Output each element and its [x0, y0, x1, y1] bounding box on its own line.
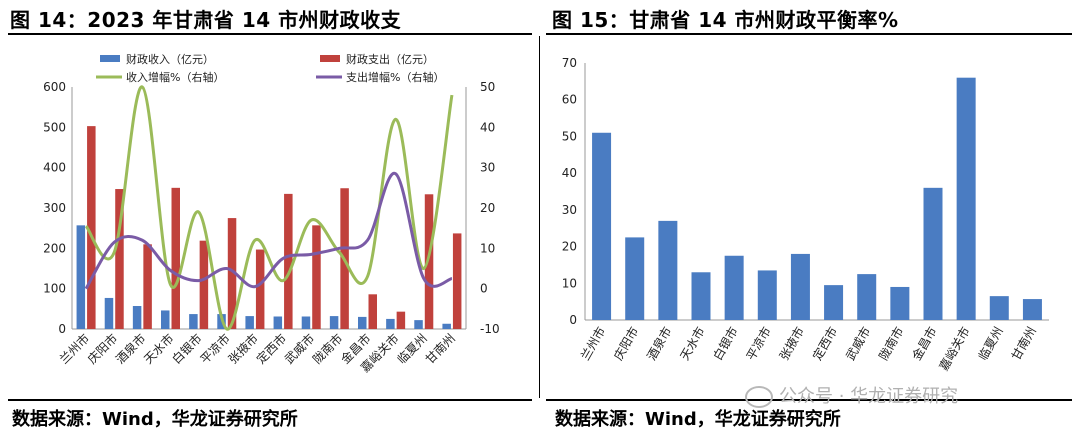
- x-category-label: 天水市: [677, 324, 708, 363]
- y-tick-label: 50: [562, 129, 577, 143]
- right-y-tick-label: 0: [480, 282, 488, 296]
- balance-bar: [592, 132, 612, 320]
- x-category-label: 嘉峪关市: [936, 324, 973, 373]
- left-title-rule: [8, 33, 532, 35]
- left-chart-title: 图 14：2023 年甘肃省 14 市州财政收支: [10, 8, 402, 32]
- legend-label: 收入增幅%（右轴）: [126, 70, 224, 84]
- wechat-icon: [745, 386, 773, 408]
- y-tick-label: 30: [562, 203, 577, 217]
- revenue-bar: [104, 297, 114, 329]
- right-title-rule: [546, 33, 1072, 35]
- left-y-tick-label: 400: [43, 161, 66, 175]
- x-category-label: 张掖市: [776, 324, 807, 363]
- balance-bar: [658, 220, 678, 320]
- left-y-tick-label: 100: [43, 282, 66, 296]
- right-y-tick-label: 40: [480, 120, 495, 134]
- left-y-tick-label: 200: [43, 241, 66, 255]
- expenditure-bar: [452, 233, 462, 329]
- watermark-text: 公众号 · 华龙证券研究: [779, 386, 959, 407]
- revenue-bar: [301, 316, 311, 329]
- left-source: 数据来源：Wind，华龙证券研究所: [12, 409, 298, 430]
- expenditure-bar: [368, 294, 377, 329]
- balance-bar: [956, 77, 976, 320]
- expenditure-growth-line: [84, 172, 453, 290]
- revenue-bar: [358, 316, 367, 329]
- balance-bar: [824, 285, 844, 320]
- y-tick-label: 40: [562, 166, 577, 180]
- balance-bar: [625, 237, 645, 320]
- balance-bar: [923, 187, 943, 320]
- revenue-bar: [414, 320, 423, 329]
- legend-swatch: [320, 55, 340, 62]
- right-y-tick-label: 50: [480, 80, 495, 94]
- revenue-bar: [76, 225, 86, 329]
- legend-label: 支出增幅%（右轴）: [346, 70, 444, 84]
- right-y-tick-label: -10: [480, 322, 500, 336]
- revenue-bar: [161, 310, 170, 329]
- expenditure-bar: [396, 311, 406, 329]
- left-y-tick-label: 300: [43, 201, 66, 215]
- x-category-label: 定西市: [809, 324, 840, 363]
- balance-bar: [724, 255, 744, 320]
- legend-swatch: [100, 55, 120, 62]
- expenditure-bar: [171, 187, 180, 329]
- watermark: 公众号 · 华龙证券研究: [745, 382, 958, 408]
- right-chart-title: 图 15：甘肃省 14 市州财政平衡率%: [552, 8, 899, 32]
- revenue-bar: [132, 306, 142, 329]
- expenditure-bar: [115, 189, 124, 329]
- revenue-bar: [442, 323, 451, 329]
- expenditure-bar: [199, 240, 209, 329]
- revenue-bar: [386, 318, 395, 329]
- y-tick-label: 60: [562, 93, 577, 107]
- x-category-label: 金昌市: [909, 324, 940, 363]
- y-tick-label: 20: [562, 240, 577, 254]
- expenditure-bar: [227, 218, 237, 329]
- x-category-label: 武威市: [842, 324, 873, 363]
- balance-bar: [790, 253, 810, 320]
- left-y-tick-label: 0: [58, 322, 66, 336]
- left-chart: 0100200300400500600-1001020304050兰州市庆阳市酒…: [43, 52, 500, 375]
- balance-bar: [691, 272, 711, 320]
- expenditure-bar: [312, 225, 321, 329]
- x-category-label: 临夏州: [976, 325, 1006, 363]
- balance-bar: [1022, 299, 1042, 320]
- y-tick-label: 0: [569, 313, 577, 327]
- expenditure-bar: [255, 249, 265, 329]
- legend-label: 财政收入（亿元）: [126, 52, 214, 66]
- expenditure-bar: [143, 244, 152, 329]
- right-y-tick-label: 20: [480, 201, 495, 215]
- balance-bar: [890, 286, 910, 320]
- x-category-label: 酒泉市: [643, 324, 674, 363]
- right-chart: 0 10 20 30 40 50 60 70 兰州市 庆阳市 酒泉市 天水市 白银市 平凉市 张掖市 定西市武…: [562, 56, 1049, 373]
- revenue-growth-line: [84, 85, 454, 331]
- x-category-label: 庆阳市: [610, 324, 641, 363]
- expenditure-bar: [87, 126, 96, 329]
- x-category-label: 平凉市: [743, 324, 774, 363]
- panel-divider: [539, 36, 540, 398]
- x-category-label: 白银市: [710, 324, 741, 363]
- right-source: 数据来源：Wind，华龙证券研究所: [555, 409, 841, 430]
- revenue-bar: [329, 316, 339, 329]
- right-source-rule: [546, 399, 1072, 401]
- left-y-tick-label: 600: [43, 80, 66, 94]
- left-source-rule: [8, 399, 532, 401]
- legend-label: 财政支出（亿元）: [346, 52, 434, 66]
- y-tick-label: 10: [562, 276, 577, 290]
- expenditure-bar: [424, 194, 434, 329]
- right-y-tick-label: 10: [480, 241, 495, 255]
- balance-bar: [989, 296, 1009, 320]
- balance-bar: [757, 270, 777, 320]
- x-category-label: 陇南市: [875, 324, 906, 363]
- left-y-tick-label: 500: [43, 120, 66, 134]
- x-category-label: 甘南州: [1008, 324, 1039, 363]
- right-y-tick-label: 30: [480, 161, 495, 175]
- revenue-bar: [189, 314, 198, 329]
- x-category-label: 兰州市: [577, 324, 608, 363]
- balance-bar: [857, 274, 877, 320]
- revenue-bar: [273, 316, 283, 329]
- revenue-bar: [245, 316, 254, 329]
- y-tick-label: 70: [562, 56, 577, 70]
- expenditure-bar: [284, 193, 293, 329]
